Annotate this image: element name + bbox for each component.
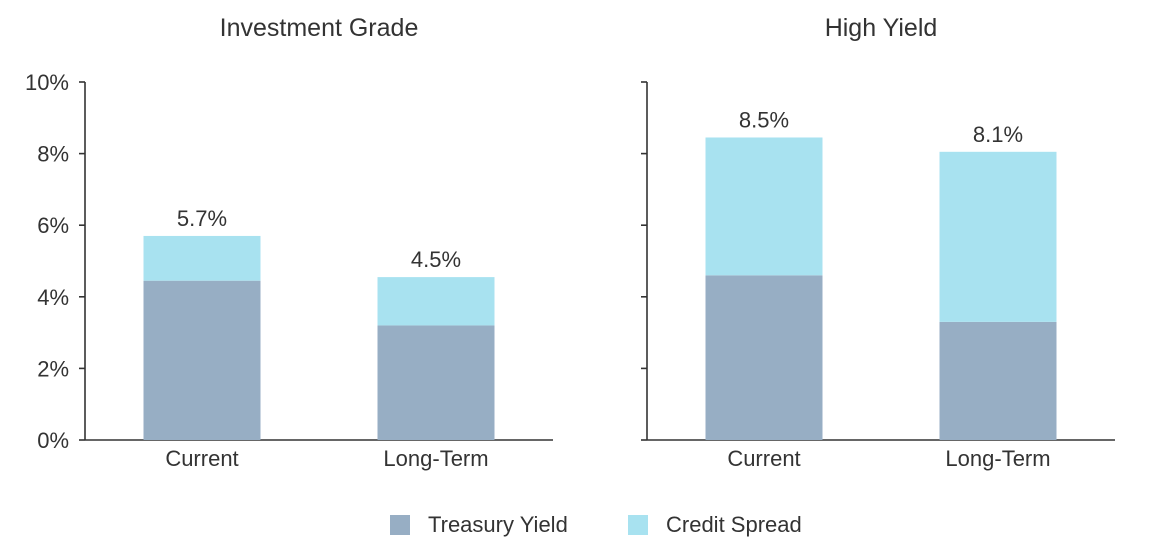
total-label-current: 5.7% [177, 206, 227, 231]
total-label-current: 8.5% [739, 107, 789, 132]
chart-panels: Investment Grade 0% 2% 4% 6% 8% 10% 5.7% Current… [25, 14, 1115, 471]
bar-current-credit-spread [705, 137, 823, 276]
bar-long-term-treasury-yield [939, 321, 1057, 440]
legend-label-treasury-yield: Treasury Yield [428, 512, 568, 537]
category-label-current: Current [165, 446, 238, 471]
y-tick-label: 10% [25, 70, 69, 95]
bar-current-treasury-yield [705, 275, 823, 440]
panel-investment-grade: Investment Grade 0% 2% 4% 6% 8% 10% 5.7% Current… [25, 14, 553, 471]
legend-label-credit-spread: Credit Spread [666, 512, 802, 537]
panel-high-yield: High Yield 8.5% Current 8.1% Long-Term [641, 14, 1115, 471]
total-label-long-term: 8.1% [973, 122, 1023, 147]
y-tick-label: 2% [37, 356, 69, 381]
category-label-long-term: Long-Term [945, 446, 1050, 471]
panel-title: High Yield [825, 14, 938, 42]
category-label-current: Current [727, 446, 800, 471]
category-label-long-term: Long-Term [383, 446, 488, 471]
legend-swatch-credit-spread [628, 515, 648, 535]
legend-swatch-treasury-yield [390, 515, 410, 535]
bar-long-term-credit-spread [939, 151, 1057, 322]
bar-long-term-treasury-yield [377, 325, 495, 440]
bar-current-credit-spread [143, 235, 261, 281]
panel-title: Investment Grade [220, 14, 419, 42]
y-tick-label: 8% [37, 142, 69, 167]
legend: Treasury Yield Credit Spread [390, 512, 802, 537]
total-label-long-term: 4.5% [411, 247, 461, 272]
bar-current-treasury-yield [143, 280, 261, 440]
bar-long-term-credit-spread [377, 277, 495, 326]
y-tick-label: 0% [37, 428, 69, 453]
y-tick-label: 6% [37, 213, 69, 238]
y-tick-label: 4% [37, 285, 69, 310]
